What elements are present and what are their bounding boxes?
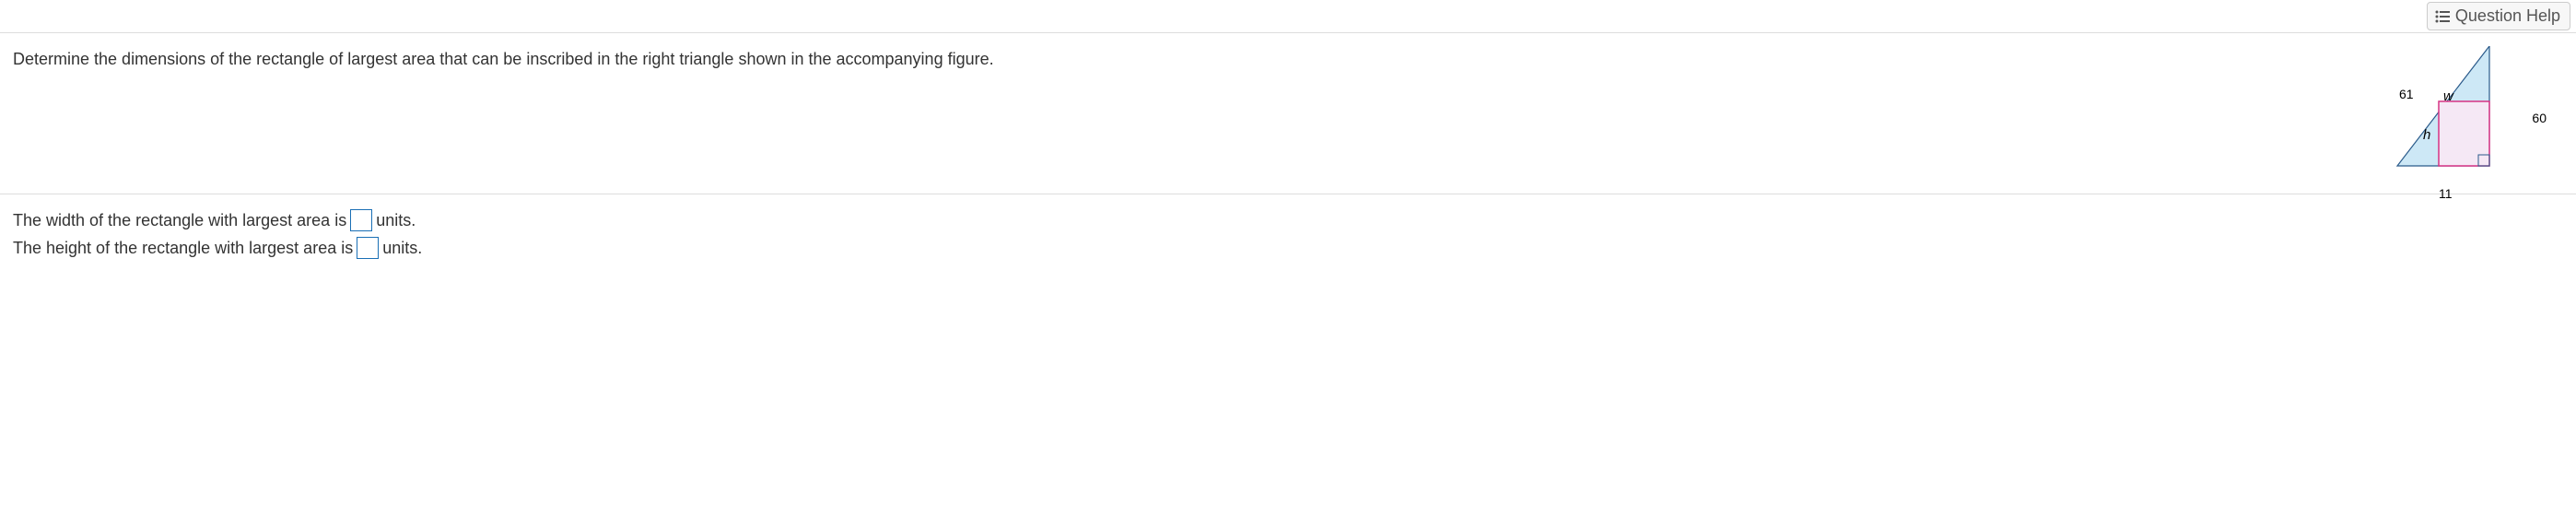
answer-area: The width of the rectangle with largest … xyxy=(0,194,2576,279)
top-bar: Question Help xyxy=(0,0,2576,33)
question-help-label: Question Help xyxy=(2455,6,2560,26)
rect-w-label: w xyxy=(2443,88,2453,104)
width-input[interactable] xyxy=(350,209,372,231)
answer-height-line: The height of the rectangle with largest… xyxy=(13,237,2563,259)
triangle-figure: 61 60 11 w h xyxy=(2342,46,2526,184)
answer-height-units: units. xyxy=(382,239,422,258)
height-input[interactable] xyxy=(357,237,379,259)
triangle-svg xyxy=(2342,46,2526,184)
answer-height-prefix: The height of the rectangle with largest… xyxy=(13,239,353,258)
right-side-label: 60 xyxy=(2532,111,2547,125)
rect-h-label: h xyxy=(2423,127,2430,143)
answer-width-line: The width of the rectangle with largest … xyxy=(13,209,2563,231)
inscribed-rectangle xyxy=(2439,101,2489,166)
answer-width-prefix: The width of the rectangle with largest … xyxy=(13,211,346,230)
answer-width-units: units. xyxy=(376,211,416,230)
base-label: 11 xyxy=(2439,186,2453,201)
list-icon xyxy=(2435,10,2450,23)
question-area: Determine the dimensions of the rectangl… xyxy=(0,33,2576,194)
question-help-button[interactable]: Question Help xyxy=(2427,2,2570,30)
question-prompt: Determine the dimensions of the rectangl… xyxy=(13,46,2342,69)
hypotenuse-label: 61 xyxy=(2399,87,2414,101)
